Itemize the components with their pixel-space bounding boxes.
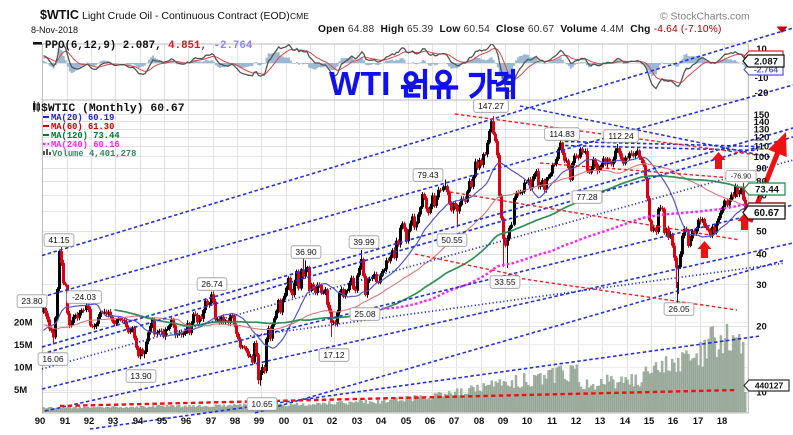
svg-text:MA(240) 60.16: MA(240) 60.16: [51, 140, 120, 150]
svg-text:23.80: 23.80: [21, 296, 43, 306]
svg-text:15: 15: [644, 416, 655, 427]
svg-text:© StockCharts.com: © StockCharts.com: [660, 12, 750, 23]
svg-text:130: 130: [754, 124, 770, 135]
svg-text:-24.03: -24.03: [72, 292, 96, 302]
svg-text:16.06: 16.06: [42, 354, 64, 364]
svg-text:-2.764: -2.764: [754, 65, 778, 75]
svg-text:-20: -20: [755, 88, 769, 99]
svg-text:41.15: 41.15: [48, 235, 70, 245]
svg-text:25.08: 25.08: [354, 309, 376, 319]
svg-text:$WTIC (Monthly) 60.67: $WTIC (Monthly) 60.67: [41, 103, 185, 115]
svg-text:99: 99: [254, 416, 265, 427]
svg-text:150: 150: [754, 110, 770, 121]
svg-text:73.44: 73.44: [755, 184, 779, 195]
svg-text:01: 01: [303, 416, 314, 427]
svg-text:97: 97: [206, 416, 217, 427]
svg-text:112.24: 112.24: [608, 131, 634, 141]
svg-text:14: 14: [620, 416, 631, 427]
svg-text:06: 06: [425, 416, 436, 427]
svg-text:18: 18: [717, 416, 728, 427]
svg-text:39.99: 39.99: [353, 237, 375, 247]
svg-text:04: 04: [376, 416, 387, 427]
svg-text:MA(20) 60.19: MA(20) 60.19: [51, 113, 114, 123]
svg-text:92: 92: [84, 416, 95, 427]
svg-text:02: 02: [327, 416, 338, 427]
svg-text:91: 91: [60, 416, 71, 427]
svg-text:60.67: 60.67: [754, 208, 779, 219]
svg-text:16: 16: [668, 416, 679, 427]
svg-text:26.05: 26.05: [668, 304, 690, 314]
svg-text:2.087: 2.087: [754, 56, 778, 67]
svg-text:-76.90: -76.90: [731, 172, 751, 181]
svg-text:100: 100: [754, 152, 770, 163]
svg-text:11: 11: [547, 416, 558, 427]
svg-text:114.83: 114.83: [549, 129, 575, 139]
svg-text:77.28: 77.28: [576, 192, 598, 202]
svg-text:93: 93: [108, 416, 119, 427]
svg-text:PPO(6,12,9) 2.087, 4.851, -2.7: PPO(6,12,9) 2.087, 4.851, -2.764: [45, 40, 253, 52]
svg-text:36.90: 36.90: [295, 247, 317, 257]
svg-text:120: 120: [754, 133, 770, 144]
svg-text:26.74: 26.74: [201, 279, 223, 289]
svg-text:20M: 20M: [14, 318, 33, 329]
svg-text:10: 10: [756, 388, 767, 399]
svg-text:90: 90: [756, 164, 767, 175]
svg-text:70: 70: [756, 190, 767, 201]
svg-text:07: 07: [449, 416, 460, 427]
svg-text:79.43: 79.43: [417, 170, 439, 180]
svg-text:17: 17: [693, 416, 704, 427]
svg-text:17.12: 17.12: [323, 350, 345, 360]
svg-text:110: 110: [754, 142, 769, 153]
svg-text:-10: -10: [755, 73, 769, 84]
svg-text:CME: CME: [290, 11, 309, 21]
svg-text:8-Nov-2018: 8-Nov-2018: [31, 25, 78, 35]
svg-text:33.55: 33.55: [494, 277, 516, 287]
svg-text:Open 64.88 High 65.39 Low 60: Open 64.88 High 65.39 Low 60.54 Close 60…: [318, 24, 725, 35]
svg-text:13.90: 13.90: [130, 371, 152, 381]
svg-text:12: 12: [571, 416, 582, 427]
svg-text:05: 05: [401, 416, 412, 427]
svg-text:15M: 15M: [14, 340, 33, 351]
svg-text:WTI: WTI: [329, 66, 390, 103]
svg-text:MA(60) 61.30: MA(60) 61.30: [51, 122, 114, 132]
svg-text:Volume 4,401,278: Volume 4,401,278: [52, 149, 136, 159]
svg-text:10M: 10M: [14, 363, 33, 374]
svg-text:95: 95: [157, 416, 168, 427]
svg-text:10: 10: [522, 416, 533, 427]
svg-text:98: 98: [230, 416, 241, 427]
svg-text:08: 08: [474, 416, 485, 427]
svg-text:Light Crude Oil - Continuous C: Light Crude Oil - Continuous Contract (E…: [82, 10, 290, 22]
svg-text:10.65: 10.65: [251, 399, 273, 409]
svg-text:80: 80: [756, 177, 767, 188]
svg-text:50: 50: [756, 227, 767, 238]
svg-text:20: 20: [756, 322, 767, 333]
svg-text:00: 00: [279, 416, 290, 427]
svg-text:96: 96: [181, 416, 192, 427]
svg-text:13: 13: [595, 416, 606, 427]
svg-text:147.27: 147.27: [478, 101, 504, 111]
svg-text:40: 40: [756, 249, 767, 260]
svg-text:30: 30: [756, 280, 767, 291]
svg-text:09: 09: [498, 416, 509, 427]
svg-text:$WTIC: $WTIC: [40, 8, 79, 22]
svg-text:10: 10: [756, 44, 767, 55]
svg-text:90: 90: [35, 416, 46, 427]
svg-text:03: 03: [352, 416, 363, 427]
svg-text:440127: 440127: [755, 381, 784, 391]
svg-text:94: 94: [133, 416, 144, 427]
svg-text:MA(120) 73.44: MA(120) 73.44: [51, 131, 120, 141]
svg-text:50.55: 50.55: [441, 235, 463, 245]
svg-text:140: 140: [754, 117, 770, 128]
svg-text:5M: 5M: [14, 385, 27, 396]
